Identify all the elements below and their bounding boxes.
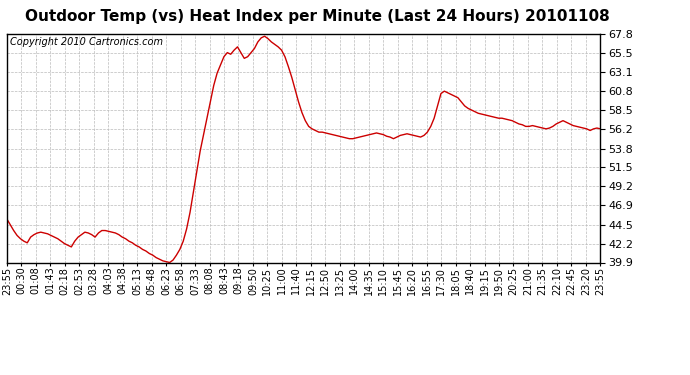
Text: Copyright 2010 Cartronics.com: Copyright 2010 Cartronics.com: [10, 37, 163, 47]
Text: Outdoor Temp (vs) Heat Index per Minute (Last 24 Hours) 20101108: Outdoor Temp (vs) Heat Index per Minute …: [25, 9, 610, 24]
